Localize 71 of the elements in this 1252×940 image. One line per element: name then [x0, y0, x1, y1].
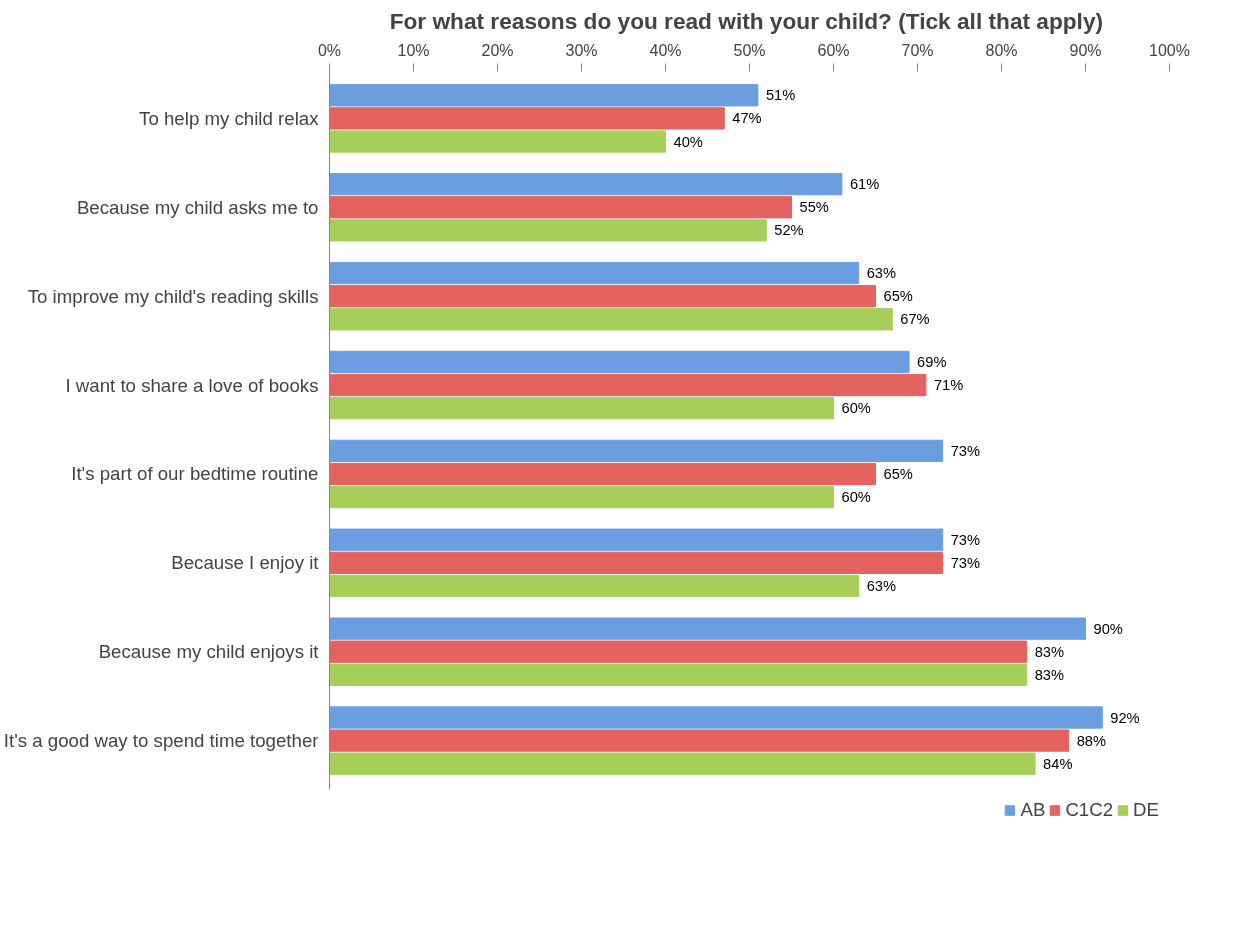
bar [329, 219, 767, 242]
data-label: 63% [866, 265, 897, 282]
y-tick-label: To improve my child's reading skills [27, 285, 319, 307]
data-label: 65% [883, 465, 913, 482]
data-label: 83% [1034, 666, 1065, 683]
bar [329, 640, 1028, 663]
y-tick-label: To help my child relax [139, 107, 320, 129]
data-label: 65% [883, 288, 913, 305]
x-tick-label: 80% [985, 41, 1018, 59]
data-label: 83% [1034, 643, 1065, 660]
data-label: 40% [673, 133, 703, 150]
x-tick-label: 10% [397, 41, 430, 59]
data-label: 88% [1076, 732, 1107, 749]
legend-label: AB [1020, 799, 1046, 821]
data-label: 52% [774, 222, 804, 239]
bar [329, 196, 792, 219]
bar [329, 485, 834, 509]
data-label: 67% [900, 311, 930, 328]
y-tick-label: It's a good way to spend time together [3, 730, 319, 752]
bar [329, 373, 927, 397]
data-label: 51% [765, 87, 796, 104]
bar [329, 729, 1070, 752]
data-label: 73% [950, 531, 981, 548]
bar [329, 261, 860, 285]
data-label: 90% [1093, 620, 1123, 637]
data-label: 73% [950, 442, 981, 459]
bar [329, 528, 944, 551]
bar [329, 285, 876, 308]
bar [329, 173, 843, 196]
x-tick-label: 30% [565, 41, 598, 59]
data-label: 47% [732, 110, 762, 127]
bar [329, 551, 944, 574]
y-tick-label: Because my child asks me to [76, 196, 319, 218]
bar [329, 706, 1103, 729]
x-tick-label: 40% [649, 41, 682, 59]
bar [329, 350, 910, 374]
bar [329, 617, 1086, 640]
data-label: 71% [933, 377, 964, 394]
data-label: 92% [1110, 709, 1140, 726]
bar [329, 752, 1036, 775]
data-label: 84% [1043, 755, 1073, 772]
chart-title: For what reasons do you read with your child? (Tick all that apply) [389, 7, 1104, 34]
y-tick-label: It's part of our bedtime routine [71, 463, 319, 485]
data-label: 69% [917, 353, 947, 370]
bar [329, 663, 1028, 686]
bar [329, 462, 876, 486]
x-tick-label: 0% [317, 41, 342, 59]
x-tick-label: 90% [1069, 41, 1102, 59]
legend-label: DE [1133, 799, 1159, 821]
data-label: 60% [841, 400, 871, 417]
y-tick-label: I want to share a love of books [65, 374, 319, 396]
x-tick-label: 60% [817, 41, 850, 59]
x-tick-label: 70% [901, 41, 934, 59]
bar [329, 84, 759, 107]
bar [329, 107, 725, 130]
data-label: 73% [950, 554, 981, 571]
data-label: 61% [849, 176, 880, 193]
bar [329, 397, 834, 420]
legend-label: C1C2 [1065, 799, 1114, 821]
y-tick-label: Because my child enjoys it [98, 641, 320, 663]
x-tick-label: 50% [733, 41, 766, 59]
x-tick-label: 20% [481, 41, 514, 59]
bar [329, 574, 860, 598]
data-label: 60% [841, 489, 871, 506]
data-label: 63% [866, 577, 897, 594]
bar [329, 130, 666, 153]
y-tick-label: Because I enjoy it [171, 552, 320, 574]
x-tick-label: 100% [1149, 41, 1190, 59]
data-label: 55% [799, 199, 829, 216]
bar [329, 308, 893, 331]
bar [329, 439, 944, 462]
